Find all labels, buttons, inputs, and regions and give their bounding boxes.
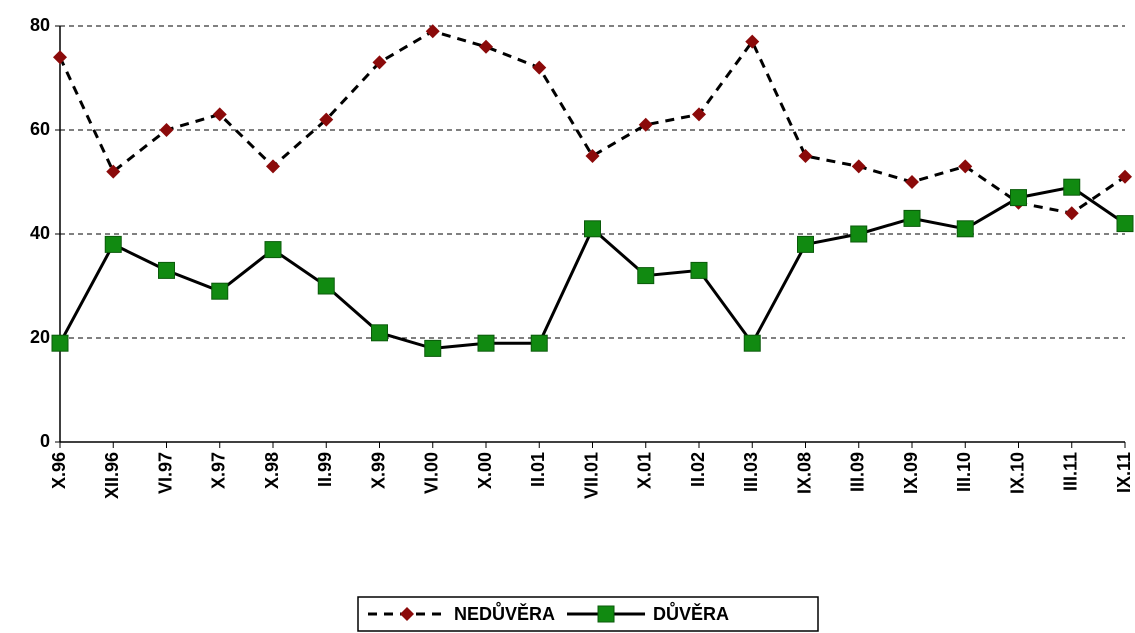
x-tick-label: X.01: [635, 452, 655, 489]
data-point: [903, 209, 921, 227]
y-tick-label: 80: [30, 15, 50, 35]
data-point: [956, 220, 974, 238]
data-point: [743, 334, 761, 352]
series-line: [58, 185, 1126, 350]
x-tick-label: VI.97: [155, 452, 175, 494]
data-point: [851, 159, 866, 174]
data-point: [585, 149, 600, 163]
legend-marker: [400, 607, 414, 621]
data-point: [479, 39, 493, 54]
data-point: [106, 164, 121, 179]
x-tick-label: XII.96: [102, 452, 122, 499]
data-point: [530, 334, 548, 352]
data-point: [637, 267, 655, 285]
x-tick-label: VII.01: [581, 452, 601, 499]
x-tick-label: IX.10: [1007, 452, 1027, 494]
x-tick-label: X.96: [49, 452, 69, 489]
x-tick-label: II.02: [688, 452, 708, 487]
data-point: [159, 123, 174, 137]
data-point: [266, 159, 280, 174]
data-point: [905, 175, 919, 189]
data-point: [690, 261, 708, 279]
data-point: [958, 159, 973, 174]
data-point: [51, 334, 69, 352]
x-tick-label: III.03: [741, 452, 761, 492]
x-tick-label: II.99: [315, 452, 335, 487]
data-point: [1118, 169, 1132, 184]
data-point: [424, 339, 442, 357]
x-tick-label: X.99: [368, 452, 388, 489]
x-tick-label: IX.09: [901, 452, 921, 494]
data-point: [745, 34, 760, 49]
data-point: [211, 282, 229, 300]
data-point: [158, 261, 175, 279]
data-point: [372, 55, 387, 70]
data-point: [319, 112, 334, 127]
legend-label: DŮVĚRA: [653, 602, 729, 624]
data-point: [797, 235, 814, 253]
series-line: [58, 29, 1126, 215]
x-tick-label: IX.11: [1114, 452, 1134, 493]
data-point: [692, 107, 706, 122]
data-point: [1116, 215, 1134, 233]
data-point: [532, 60, 547, 75]
x-tick-label: III.11: [1061, 452, 1081, 491]
data-point: [425, 24, 440, 39]
data-point: [477, 334, 495, 352]
data-point: [1064, 206, 1079, 221]
data-point: [104, 235, 122, 253]
x-tick-label: X.00: [475, 452, 495, 489]
data-point: [584, 220, 601, 238]
data-point: [798, 149, 813, 163]
x-tick-label: X.98: [262, 452, 282, 489]
data-point: [638, 117, 653, 132]
data-point: [212, 107, 227, 122]
y-tick-label: 60: [30, 119, 50, 139]
legend-marker: [597, 605, 615, 623]
data-point: [850, 225, 868, 243]
legend-label: NEDŮVĚRA: [454, 602, 555, 624]
y-tick-label: 20: [30, 327, 50, 347]
x-tick-label: III.09: [848, 452, 868, 492]
data-point: [53, 50, 67, 65]
data-point: [1010, 189, 1027, 207]
x-tick-label: VI.00: [422, 452, 442, 494]
data-point: [317, 277, 335, 295]
x-tick-label: III.10: [954, 452, 974, 492]
y-tick-label: 0: [40, 431, 50, 451]
data-point: [1063, 178, 1081, 196]
y-tick-label: 40: [30, 223, 50, 243]
x-tick-label: IX.08: [794, 452, 814, 494]
x-tick-label: II.01: [528, 452, 548, 487]
data-point: [264, 241, 282, 259]
data-point: [371, 324, 388, 342]
x-tick-label: X.97: [209, 452, 229, 489]
